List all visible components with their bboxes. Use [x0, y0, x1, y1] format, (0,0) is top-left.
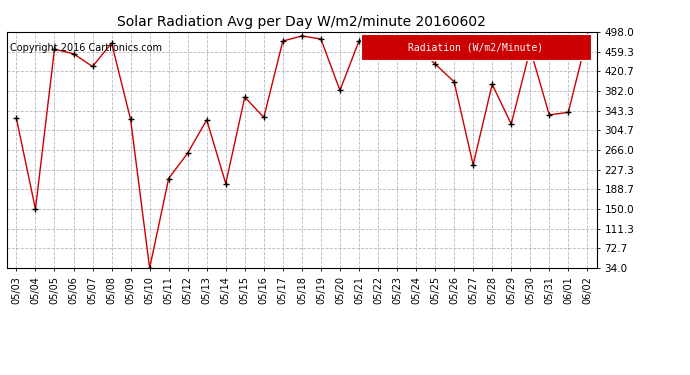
Text: Copyright 2016 Cartronics.com: Copyright 2016 Cartronics.com: [10, 43, 162, 52]
Title: Solar Radiation Avg per Day W/m2/minute 20160602: Solar Radiation Avg per Day W/m2/minute …: [117, 15, 486, 29]
